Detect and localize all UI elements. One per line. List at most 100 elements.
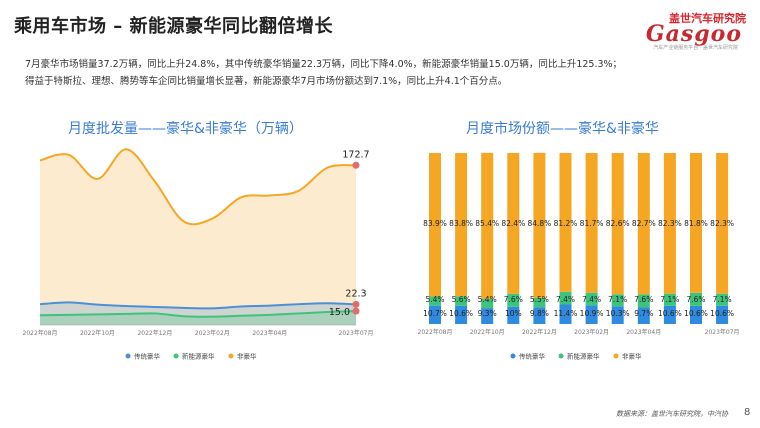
- end-marker-新能源豪华: [352, 307, 360, 315]
- bar-label-传统豪华: 11.4%: [554, 309, 578, 318]
- legend-marker-传统豪华: [125, 353, 131, 359]
- bar-label-非豪华: 82.3%: [658, 219, 682, 228]
- data-label-传统豪华: 22.3: [345, 288, 366, 299]
- bar-label-非豪华: 81.8%: [684, 219, 708, 228]
- x-tick-label: 2023年02月: [195, 329, 230, 337]
- bar-segment-非豪华: [716, 153, 729, 294]
- data-source: 数据来源：盖世汽车研究院，中汽协: [616, 410, 728, 418]
- bar-segment-新能源豪华: [533, 297, 546, 308]
- legend-label-非豪华: 非豪华: [622, 352, 642, 361]
- legend-marker-非豪华: [228, 353, 234, 359]
- chart-title-share: 月度市场份额——豪华&非豪华: [466, 121, 659, 137]
- bar-segment-传统豪华: [533, 307, 546, 324]
- bar-segment-新能源豪华: [455, 296, 468, 306]
- bar-segment-非豪华: [455, 153, 468, 297]
- x-tick-label: 2023年07月: [705, 328, 740, 336]
- bar-label-非豪华: 82.3%: [710, 219, 734, 228]
- bar-segment-新能源豪华: [716, 293, 729, 306]
- bar-label-传统豪华: 10%: [505, 309, 522, 318]
- bar-segment-传统豪华: [663, 305, 676, 324]
- bar-segment-传统豪华: [429, 305, 441, 324]
- gasgoo-logo: 盖世汽车研究院 Gasgoo 汽车产业链服务平台 · 盖世汽车研究院: [636, 8, 746, 51]
- data-label-非豪华: 172.7: [342, 149, 369, 160]
- bar-segment-传统豪华: [637, 307, 650, 324]
- logo-cn-text: 盖世汽车研究院: [669, 12, 746, 25]
- series-line-传统豪华: [39, 301, 357, 310]
- series-area-非豪华: [40, 149, 356, 325]
- x-tick-label: 2022年08月: [418, 328, 453, 336]
- description: 7月豪华市场销量37.2万辆，同比上升24.8%，其中传统豪华销量22.3万辆，…: [25, 56, 745, 90]
- bar-segment-非豪华: [637, 153, 650, 295]
- bar-segment-新能源豪华: [429, 296, 441, 306]
- bar-label-传统豪华: 10.9%: [580, 309, 604, 318]
- bar-segment-新能源豪华: [481, 298, 494, 309]
- bar-label-新能源豪华: 5.6%: [452, 295, 471, 304]
- bar-label-新能源豪华: 7.6%: [634, 295, 653, 304]
- bar-label-传统豪华: 9.8%: [530, 309, 549, 318]
- description-line-2: 得益于特斯拉、理想、腾势等车企同比销量增长显著，新能源豪华7月市场份额达到7.1…: [25, 76, 508, 87]
- bar-label-新能源豪华: 5.4%: [478, 295, 497, 304]
- x-tick-label: 2023年02月: [574, 328, 609, 336]
- bar-label-传统豪华: 10.6%: [710, 309, 734, 318]
- bar-label-新能源豪华: 7.6%: [504, 295, 523, 304]
- bar-label-非豪华: 82.7%: [632, 219, 656, 228]
- bar-segment-传统豪华: [585, 305, 598, 324]
- bar-label-新能源豪华: 7.4%: [582, 295, 601, 304]
- bar-segment-传统豪华: [559, 304, 572, 324]
- series-area-传统豪华: [40, 302, 356, 325]
- bar-label-传统豪华: 10.6%: [658, 309, 682, 318]
- bar-segment-非豪华: [663, 153, 676, 294]
- legend-label-传统豪华: 传统豪华: [134, 352, 161, 361]
- bar-segment-新能源豪华: [559, 291, 572, 305]
- legend-label-非豪华: 非豪华: [237, 352, 257, 361]
- bar-segment-新能源豪华: [663, 293, 676, 306]
- bar-segment-非豪华: [533, 152, 546, 298]
- bar-segment-新能源豪华: [690, 292, 702, 306]
- legend-marker-新能源豪华: [558, 353, 564, 359]
- legend-marker-新能源豪华: [173, 353, 179, 359]
- bar-label-非豪华: 84.8%: [527, 219, 551, 228]
- bar-segment-非豪华: [429, 153, 441, 297]
- legend-label-新能源豪华: 新能源豪华: [567, 352, 600, 361]
- bar-segment-非豪华: [507, 153, 520, 294]
- bar-segment-非豪华: [559, 153, 572, 292]
- page-number: 8: [744, 407, 751, 418]
- bar-segment-传统豪华: [455, 305, 468, 324]
- legend-marker-非豪华: [613, 353, 619, 359]
- series-line-新能源豪华: [39, 310, 357, 318]
- legend-label-新能源豪华: 新能源豪华: [182, 352, 215, 361]
- bar-segment-传统豪华: [716, 305, 729, 324]
- series-line-非豪华: [39, 148, 357, 226]
- bar-label-传统豪华: 9.7%: [634, 309, 653, 318]
- chart-title-volume: 月度批发量——豪华&非豪华（万辆）: [68, 121, 303, 137]
- bar-label-非豪华: 81.2%: [554, 219, 578, 228]
- bar-label-新能源豪华: 7.4%: [556, 295, 575, 304]
- x-tick-label: 2022年12月: [137, 329, 172, 337]
- bar-segment-非豪华: [690, 153, 702, 293]
- bar-label-新能源豪华: 5.4%: [425, 295, 444, 304]
- bar-label-新能源豪华: 7.1%: [608, 295, 627, 304]
- bar-label-传统豪华: 10.3%: [606, 309, 630, 318]
- x-tick-label: 2022年08月: [23, 329, 58, 337]
- bar-label-传统豪华: 10.7%: [423, 309, 447, 318]
- x-tick-label: 2022年10月: [470, 328, 505, 336]
- data-label-新能源豪华: 15.0: [329, 307, 350, 318]
- bar-label-非豪华: 81.7%: [580, 219, 604, 228]
- x-tick-label: 2023年04月: [626, 328, 661, 336]
- bar-label-新能源豪华: 7.6%: [686, 295, 705, 304]
- bar-label-新能源豪华: 5.5%: [530, 295, 549, 304]
- bar-label-传统豪华: 10.6%: [449, 309, 473, 318]
- description-line-1: 7月豪华市场销量37.2万辆，同比上升24.8%，其中传统豪华销量22.3万辆，…: [25, 59, 623, 70]
- end-marker-非豪华: [352, 161, 360, 169]
- bar-segment-非豪华: [481, 152, 494, 299]
- bar-label-非豪华: 82.6%: [606, 219, 630, 228]
- bar-segment-传统豪华: [611, 306, 624, 324]
- bar-label-非豪华: 83.8%: [449, 219, 473, 228]
- x-tick-label: 2022年10月: [80, 329, 115, 337]
- logo-subtitle: 汽车产业链服务平台 · 盖世汽车研究院: [653, 45, 738, 51]
- bar-label-传统豪华: 9.3%: [478, 309, 497, 318]
- bar-label-传统豪华: 10.6%: [684, 309, 708, 318]
- bar-label-非豪华: 85.4%: [475, 219, 499, 228]
